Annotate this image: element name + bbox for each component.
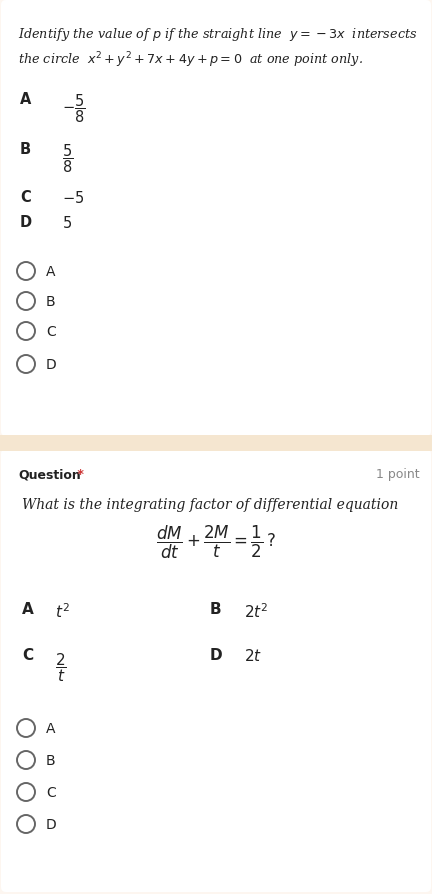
Text: $\dfrac{5}{8}$: $\dfrac{5}{8}$ — [62, 142, 73, 174]
Text: D: D — [210, 647, 222, 662]
Text: B: B — [46, 753, 56, 767]
Text: What is the integrating factor of differential equation: What is the integrating factor of differ… — [22, 497, 398, 511]
Text: B: B — [20, 142, 31, 156]
FancyBboxPatch shape — [1, 1, 431, 436]
Text: Question: Question — [18, 468, 81, 480]
Text: C: C — [46, 325, 56, 339]
Text: $2t^2$: $2t^2$ — [244, 602, 269, 620]
Text: the circle  $x^2 + y^2 + 7x + 4y + p = 0$  at one point only.: the circle $x^2 + y^2 + 7x + 4y + p = 0$… — [18, 50, 363, 70]
Text: $5$: $5$ — [62, 215, 72, 231]
Text: $\dfrac{2}{t}$: $\dfrac{2}{t}$ — [55, 650, 67, 683]
Text: *: * — [73, 468, 84, 480]
Text: $2t$: $2t$ — [244, 647, 262, 663]
Text: Identify the value of $p$ if the straight line  $y = -3x$  intersects: Identify the value of $p$ if the straigh… — [18, 26, 417, 43]
Text: D: D — [46, 817, 57, 831]
Text: B: B — [46, 295, 56, 308]
Text: A: A — [22, 602, 34, 616]
Text: C: C — [46, 785, 56, 799]
Text: D: D — [46, 358, 57, 372]
Text: $-\dfrac{5}{8}$: $-\dfrac{5}{8}$ — [62, 92, 86, 124]
Text: 1 point: 1 point — [376, 468, 420, 480]
Text: $\dfrac{dM}{dt} + \dfrac{2M}{t} = \dfrac{1}{2}\,?$: $\dfrac{dM}{dt} + \dfrac{2M}{t} = \dfrac… — [156, 523, 276, 561]
Text: C: C — [20, 190, 31, 205]
Text: A: A — [20, 92, 32, 107]
Text: A: A — [46, 265, 55, 279]
Text: C: C — [22, 647, 33, 662]
Text: $t^2$: $t^2$ — [55, 602, 70, 620]
FancyBboxPatch shape — [1, 450, 431, 892]
Text: B: B — [210, 602, 222, 616]
Text: D: D — [20, 215, 32, 230]
Text: A: A — [46, 721, 55, 735]
Text: $-5$: $-5$ — [62, 190, 84, 206]
Bar — [0, 435, 432, 451]
